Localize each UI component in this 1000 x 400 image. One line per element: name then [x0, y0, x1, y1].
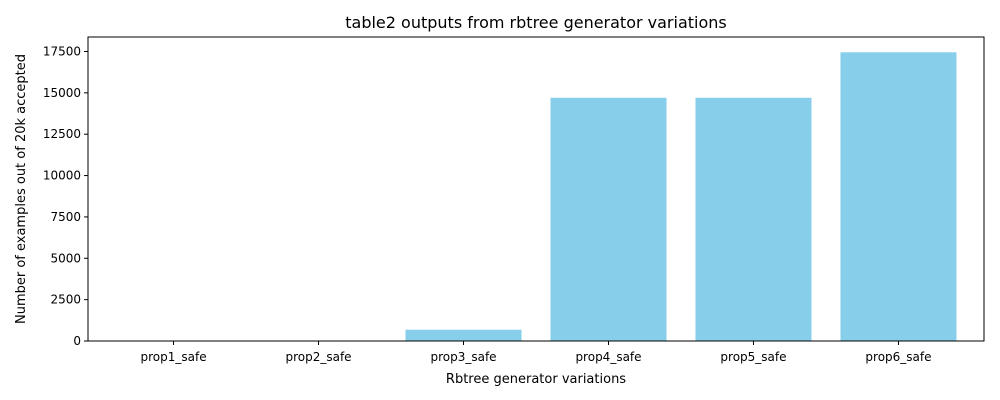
- y-tick-label: 5000: [50, 251, 81, 265]
- plot-frame: [87, 36, 985, 342]
- chart-title: table2 outputs from rbtree generator var…: [345, 13, 727, 32]
- y-tick-label: 12500: [43, 127, 81, 141]
- y-axis-ticks: 0 2500 5000 7500 10000 12500 15000 17500: [43, 44, 88, 348]
- bar-prop3_safe: [405, 329, 522, 341]
- y-tick-label: 10000: [43, 169, 81, 183]
- x-axis-label: Rbtree generator variations: [446, 372, 626, 387]
- x-tick-label: prop2_safe: [285, 350, 351, 364]
- x-axis-ticks: prop1_safe prop2_safe prop3_safe prop4_safe…: [140, 341, 932, 364]
- bar-prop4_safe: [550, 97, 667, 341]
- x-tick-label: prop5_safe: [720, 350, 786, 364]
- y-tick-label: 15000: [43, 86, 81, 100]
- y-tick-label: 17500: [43, 44, 81, 58]
- bar-prop5_safe: [695, 97, 812, 341]
- x-tick-label: prop6_safe: [865, 350, 931, 364]
- y-tick-label: 0: [73, 334, 81, 348]
- plot-background: [88, 37, 984, 341]
- y-axis-label: Number of examples out of 20k accepted: [14, 54, 29, 324]
- y-tick-label: 2500: [50, 293, 81, 307]
- y-tick-label: 7500: [50, 210, 81, 224]
- x-tick-label: prop3_safe: [430, 350, 496, 364]
- bar-prop6_safe: [840, 52, 957, 342]
- x-tick-label: prop1_safe: [140, 350, 206, 364]
- x-tick-label: prop4_safe: [575, 350, 641, 364]
- bars-layer: [405, 52, 957, 342]
